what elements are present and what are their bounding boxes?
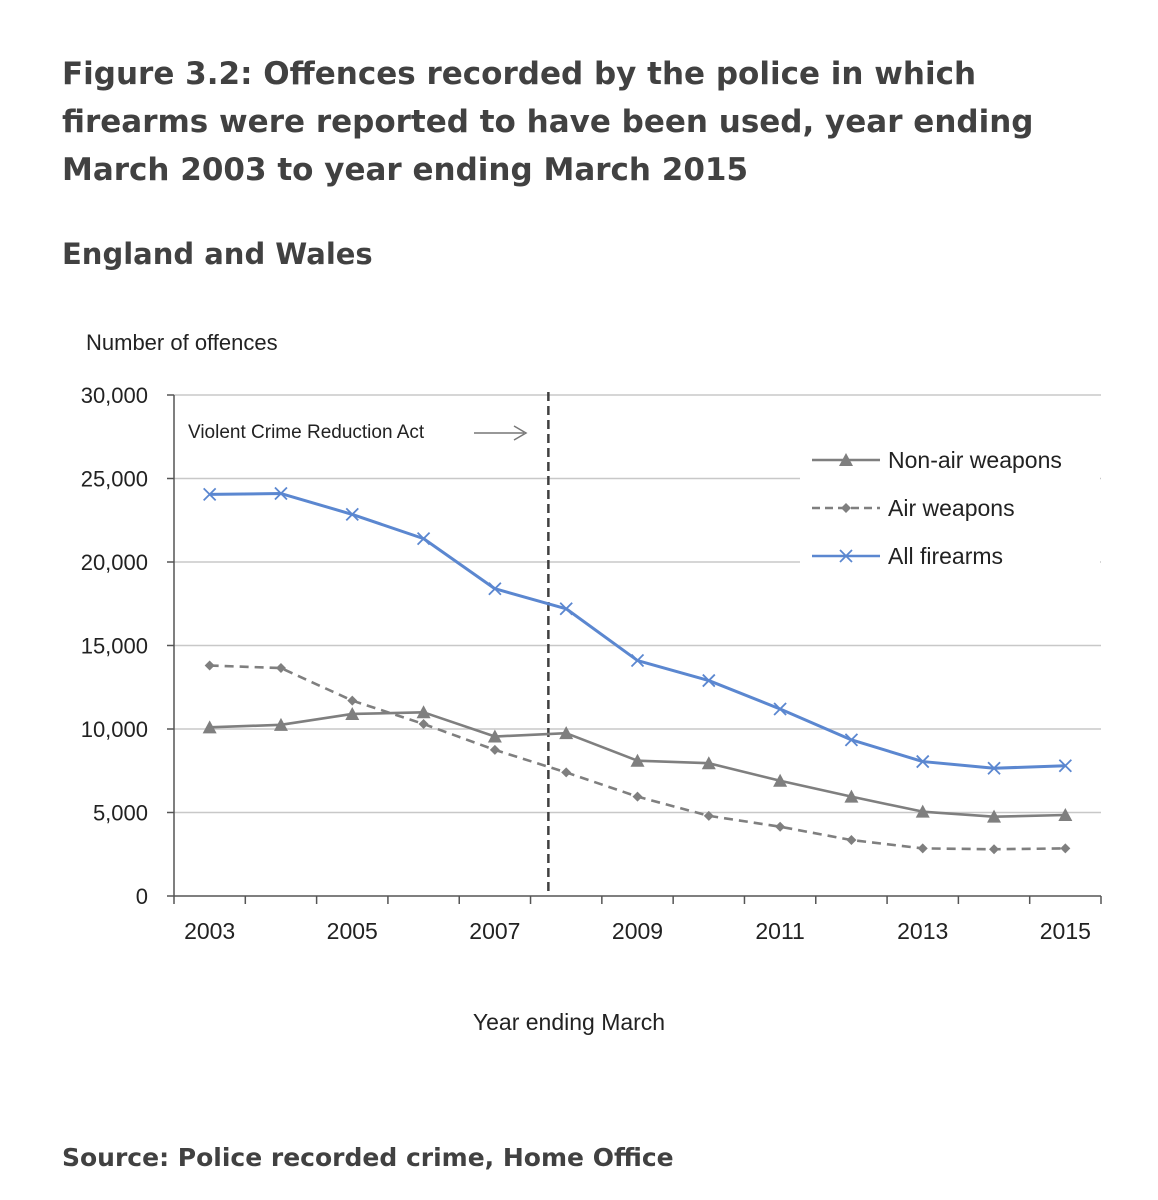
annotation: Violent Crime Reduction Act <box>188 392 550 896</box>
data-point-non-air-weapons <box>630 753 645 767</box>
data-point-non-air-weapons <box>202 720 217 734</box>
x-tick-label: 2005 <box>327 918 378 944</box>
data-point-all-firearms <box>916 754 930 769</box>
data-point-non-air-weapons <box>487 729 502 743</box>
y-tick-labels: 0 5,000 10,000 15,000 20,000 25,000 30,000 <box>81 383 148 909</box>
legend-marker-all-firearms <box>839 549 853 563</box>
x-marker-stroke <box>416 531 431 546</box>
y-tick-label: 0 <box>136 884 148 909</box>
x-tick-label: 2013 <box>897 918 948 944</box>
data-point-air-weapons <box>632 791 643 802</box>
data-point-air-weapons <box>418 718 429 729</box>
x-tick-labels: 2003 2005 2007 2009 2011 2013 2015 <box>184 918 1091 944</box>
x-marker-stroke <box>1058 759 1072 773</box>
y-tick-label: 25,000 <box>81 467 148 492</box>
x-tick-label: 2011 <box>755 918 804 944</box>
data-point-all-firearms <box>987 761 1001 775</box>
data-point-all-firearms <box>844 733 859 747</box>
x-marker-stroke <box>203 487 217 502</box>
x-marker-stroke <box>916 754 930 769</box>
series-group <box>202 486 1073 855</box>
x-tick-label: 2007 <box>469 918 520 944</box>
data-point-all-firearms <box>773 702 787 716</box>
y-tick-label: 5,000 <box>93 801 148 826</box>
data-point-air-weapons <box>347 695 358 706</box>
axes <box>167 394 1102 904</box>
legend-label-all-firearms: All firearms <box>888 543 1003 569</box>
x-marker-stroke <box>630 653 645 668</box>
data-point-all-firearms <box>274 486 288 501</box>
y-tick-label: 20,000 <box>81 550 148 575</box>
data-point-air-weapons <box>989 844 1000 855</box>
x-marker-stroke <box>839 549 853 563</box>
data-point-all-firearms <box>203 487 217 502</box>
x-marker-stroke <box>488 582 502 596</box>
data-point-non-air-weapons <box>844 789 859 803</box>
x-axis-label: Year ending March <box>473 1009 665 1035</box>
y-tick-label: 10,000 <box>81 717 148 742</box>
figure-subtitle: England and Wales <box>62 237 373 271</box>
data-point-air-weapons <box>204 660 215 671</box>
data-point-air-weapons <box>703 810 714 821</box>
legend-label-non-air-weapons: Non-air weapons <box>888 447 1062 473</box>
data-point-all-firearms <box>488 582 502 596</box>
data-point-non-air-weapons <box>1058 808 1073 822</box>
data-point-non-air-weapons <box>773 773 788 787</box>
y-tick-label: 15,000 <box>81 634 148 659</box>
legend-marker-non-air-weapons <box>839 453 853 466</box>
data-point-non-air-weapons <box>416 705 431 719</box>
data-point-all-firearms <box>630 653 645 668</box>
data-point-air-weapons <box>489 744 500 755</box>
x-marker-stroke <box>702 673 716 688</box>
x-tick-label: 2009 <box>612 918 663 944</box>
line-chart: 0 5,000 10,000 15,000 20,000 25,000 30,000 200… <box>81 330 1102 1035</box>
data-point-air-weapons <box>275 663 286 674</box>
y-axis-label: Number of offences <box>86 330 278 355</box>
data-point-non-air-weapons <box>701 756 716 770</box>
y-tick-label: 30,000 <box>81 383 148 408</box>
data-point-air-weapons <box>846 835 857 846</box>
data-point-non-air-weapons <box>987 809 1002 823</box>
figure-title: Figure 3.2: Offences recorded by the pol… <box>62 56 1034 188</box>
data-point-non-air-weapons <box>273 717 288 731</box>
data-point-non-air-weapons <box>345 706 360 720</box>
data-point-air-weapons <box>1060 843 1071 854</box>
figure-source: Source: Police recorded crime, Home Offi… <box>62 1143 674 1172</box>
x-marker-stroke <box>345 507 359 522</box>
x-tick-label: 2003 <box>184 918 235 944</box>
data-point-all-firearms <box>559 602 573 616</box>
data-point-all-firearms <box>1058 759 1072 773</box>
x-tick-label: 2015 <box>1040 918 1091 944</box>
data-point-non-air-weapons <box>559 726 574 740</box>
x-marker-stroke <box>987 761 1001 775</box>
data-point-all-firearms <box>345 507 359 522</box>
x-marker-stroke <box>844 733 859 747</box>
legend-label-air-weapons: Air weapons <box>888 495 1015 521</box>
annotation-arrow-head <box>513 425 528 441</box>
data-point-air-weapons <box>917 843 928 854</box>
annotation-label: Violent Crime Reduction Act <box>188 422 425 443</box>
data-point-all-firearms <box>702 673 716 688</box>
legend: Non-air weapons Air weapons All firearms <box>800 428 1100 578</box>
x-marker-stroke <box>559 602 573 616</box>
legend-marker-air-weapons <box>841 503 851 513</box>
data-point-all-firearms <box>416 531 431 546</box>
data-point-air-weapons <box>775 821 786 832</box>
data-point-non-air-weapons <box>915 804 930 818</box>
x-marker-stroke <box>773 702 787 716</box>
data-point-air-weapons <box>561 767 572 778</box>
x-marker-stroke <box>274 486 288 501</box>
